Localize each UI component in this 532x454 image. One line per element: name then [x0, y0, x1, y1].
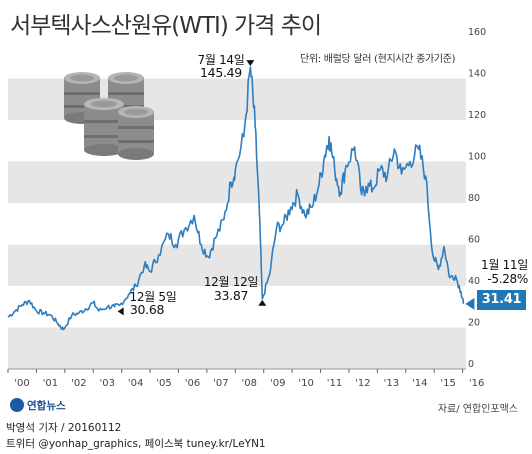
- x-tick-label: '15: [440, 378, 455, 389]
- source-label: 자료/ 연합인포맥스: [437, 404, 518, 415]
- x-tick-label: '11: [327, 378, 342, 389]
- y-tick-label: 120: [468, 110, 486, 121]
- low08-value-label: 33.87: [213, 288, 249, 303]
- y-tick-label: 100: [468, 152, 486, 163]
- x-tick-label: '02: [71, 378, 86, 389]
- y-tick-label: 60: [468, 235, 480, 246]
- page-title: 서부텍사스산원유(WTI) 가격 추이: [10, 13, 322, 39]
- byline-social: 트위터 @yonhap_graphics, 페이스북 tuney.kr/LeYN…: [6, 438, 266, 450]
- low03-value-label: 30.68: [129, 302, 165, 317]
- grid-band: [8, 327, 466, 369]
- low03-marker: [117, 307, 124, 316]
- peak-date-label: 7월 14일: [197, 53, 245, 67]
- series-line: [7, 66, 465, 331]
- byline-reporter: 박영석 기자 / 20160112: [6, 422, 122, 434]
- x-tick-label: '09: [270, 378, 285, 389]
- oil-barrels-icon: [64, 72, 154, 160]
- peak-marker: [246, 60, 255, 67]
- last-date-label: 1월 11일: [481, 258, 528, 272]
- y-tick-label: 0: [468, 359, 474, 370]
- x-tick-label: '13: [384, 378, 399, 389]
- y-tick-label: 40: [468, 276, 480, 287]
- y-tick-label: 20: [468, 318, 480, 329]
- x-tick-label: '10: [298, 378, 313, 389]
- unit-label: 단위: 배럴당 달러 (현지시간 종가기준): [300, 54, 456, 65]
- y-tick-label: 140: [468, 69, 486, 80]
- x-tick-label: '14: [412, 378, 427, 389]
- x-tick-label: '07: [213, 378, 228, 389]
- last-value-badge: 31.41: [477, 290, 526, 310]
- y-tick-label: 160: [468, 27, 486, 38]
- x-tick-label: '04: [128, 378, 143, 389]
- logo-text: 연합뉴스: [27, 400, 66, 412]
- y-axis-ticks: 0 20 40 60 80 100 120 140 160: [468, 27, 486, 370]
- x-axis-ticks: '00 '01 '02 '03 '04 '05 '06 '07 '08 '09 '10 '11 '12 '…: [7, 369, 484, 389]
- x-tick-label: '06: [185, 378, 200, 389]
- yonhap-logo-icon: [10, 398, 24, 412]
- grid-band: [8, 161, 466, 203]
- last-value-pointer: [465, 297, 475, 310]
- low08-date-label: 12월 12일: [203, 275, 259, 289]
- annotation-markers: [117, 60, 475, 316]
- grid-band: [8, 244, 466, 286]
- low03-date-label: 12월 5일: [129, 290, 177, 304]
- x-tick-label: '08: [242, 378, 257, 389]
- x-tick-label: '16: [469, 378, 484, 389]
- x-tick-label: '00: [14, 378, 29, 389]
- yonhap-logo: 연합뉴스: [10, 398, 66, 413]
- peak-value-label: 145.49: [200, 65, 242, 80]
- x-tick-label: '01: [43, 378, 58, 389]
- x-tick-label: '03: [99, 378, 114, 389]
- x-tick-label: '12: [355, 378, 370, 389]
- low08-marker: [258, 299, 267, 306]
- y-tick-label: 80: [468, 193, 480, 204]
- x-tick-label: '05: [156, 378, 171, 389]
- last-change-label: -5.28%: [487, 272, 528, 286]
